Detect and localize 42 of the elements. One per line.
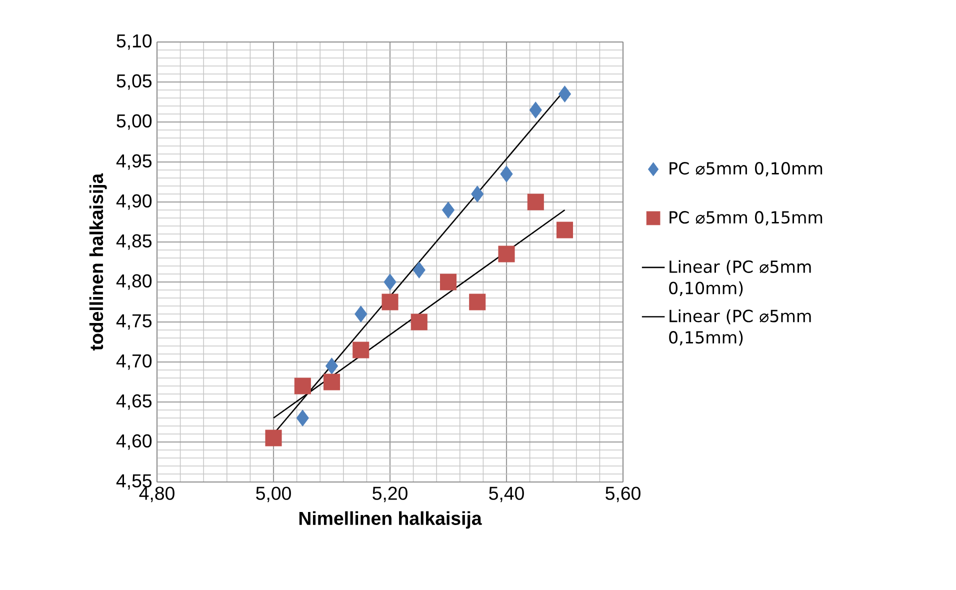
point [412, 262, 426, 278]
point [354, 306, 368, 322]
x-tick-label: 5,40 [489, 486, 524, 502]
y-axis-title: todellinen halkaisija [89, 173, 107, 350]
point [469, 294, 486, 310]
point [294, 378, 311, 394]
point [529, 102, 542, 118]
x-tick-label: 5,20 [372, 486, 408, 502]
legend-label: PC ⌀5mm 0,15mm [670, 211, 822, 226]
legend-label: Linear (PC ⌀5mm 0,15mm) [669, 309, 811, 346]
x-axis-title: Nimellinen halkaisija [299, 511, 482, 529]
y-tick-label: 5,10 [116, 34, 152, 50]
point [265, 430, 282, 446]
point [500, 166, 513, 182]
point [556, 222, 574, 238]
y-tick-label: 4,75 [116, 314, 152, 330]
y-tick-label: 4,60 [116, 434, 152, 450]
y-tick-label: 4,90 [116, 194, 152, 210]
point [410, 314, 428, 330]
x-tick-label: 5,00 [256, 486, 291, 502]
point [498, 246, 515, 262]
y-tick-label: 4,95 [116, 154, 152, 170]
point [527, 194, 544, 210]
point [558, 86, 572, 102]
point [325, 358, 338, 374]
y-tick-label: 4,70 [116, 354, 152, 370]
point [440, 274, 457, 290]
point [323, 374, 340, 390]
y-tick-label: 5,00 [116, 114, 152, 130]
point [384, 274, 396, 290]
y-tick-label: 5,05 [116, 74, 152, 90]
legend-label: PC ⌀5mm 0,10mm [670, 162, 822, 176]
point [352, 342, 370, 358]
point [471, 186, 484, 202]
y-tick-label: 4,85 [116, 234, 152, 250]
legend-label: Linear (PC ⌀5mm 0,10mm) [669, 260, 811, 296]
point [382, 294, 398, 310]
x-tick-label: 5,60 [606, 486, 640, 502]
point [442, 202, 455, 218]
point [296, 410, 309, 426]
y-tick-label: 4,65 [116, 394, 152, 410]
y-tick-label: 4,80 [116, 274, 152, 290]
